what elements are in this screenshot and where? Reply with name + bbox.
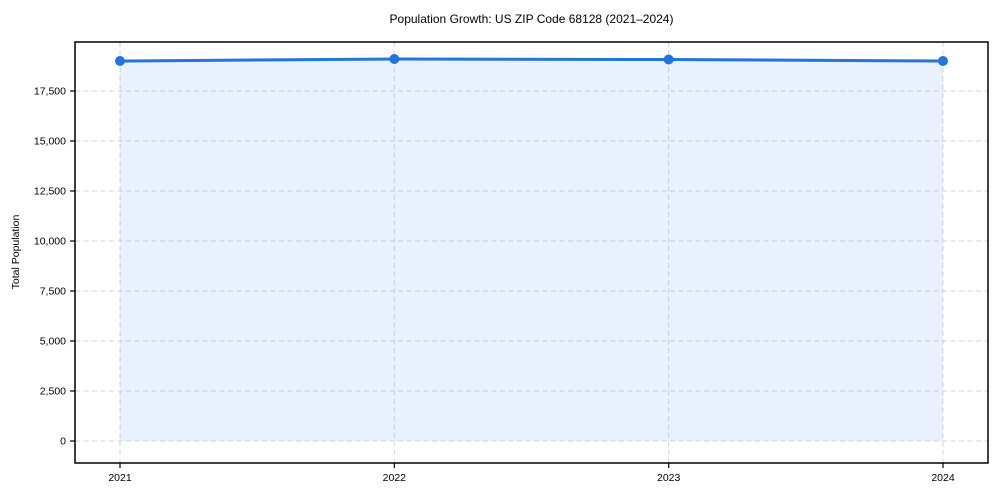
x-tick-label: 2024	[931, 472, 955, 484]
x-tick-label: 2023	[657, 472, 681, 484]
y-tick-label: 15,000	[34, 136, 66, 148]
area-fill	[120, 59, 943, 441]
chart-title: Population Growth: US ZIP Code 68128 (20…	[389, 12, 674, 26]
plot-border	[74, 41, 989, 464]
data-point-marker	[938, 56, 948, 66]
y-tick-label: 10,000	[34, 236, 66, 248]
y-tick-label: 7,500	[40, 286, 66, 298]
data-point-marker	[663, 54, 674, 65]
y-tick-label: 12,500	[34, 186, 66, 198]
y-axis-label: Total Population	[10, 214, 22, 290]
x-tick-label: 2022	[383, 472, 407, 484]
y-tick-label: 5,000	[40, 336, 66, 348]
data-line	[118, 57, 945, 63]
y-tick-label: 17,500	[34, 86, 66, 98]
data-point-marker	[389, 54, 400, 64]
y-tick-label: 0	[60, 436, 66, 448]
x-tick-label: 2021	[108, 472, 132, 484]
data-point-marker	[115, 56, 125, 66]
y-tick-label: 2,500	[40, 386, 66, 398]
